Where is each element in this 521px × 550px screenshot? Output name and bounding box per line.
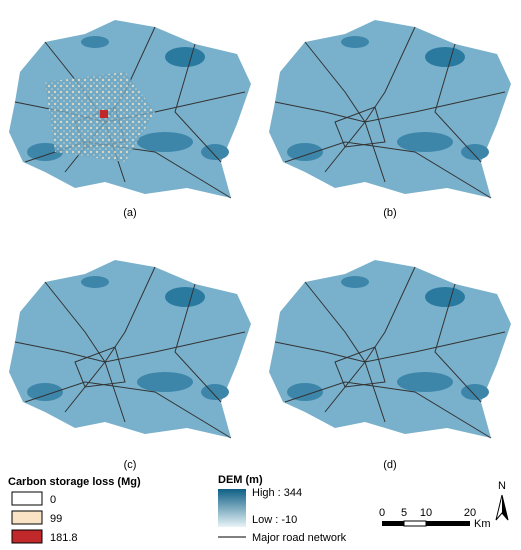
legend-item: High : 344 — [252, 487, 302, 499]
legend-item: Major road network — [252, 532, 347, 544]
scale-label: 5 — [401, 507, 407, 519]
scale-bar — [382, 520, 470, 527]
swatch — [11, 510, 43, 525]
scale-unit: Km — [474, 518, 491, 530]
legend-item: 99 — [50, 513, 62, 525]
scale-label: 0 — [379, 507, 385, 519]
map-d — [268, 259, 512, 439]
map-a — [8, 19, 252, 199]
legend-item: Low : -10 — [252, 514, 297, 526]
swatch — [11, 529, 43, 544]
swatch — [11, 491, 43, 506]
legend-title: DEM (m) — [218, 474, 263, 486]
panel-label: (c) — [124, 459, 137, 471]
map-b — [268, 19, 512, 199]
map-c — [8, 259, 252, 439]
dem-ramp — [218, 489, 246, 527]
scale-label: 10 — [420, 507, 432, 519]
legend-item: 181.8 — [50, 532, 78, 544]
legend-item: 0 — [50, 494, 56, 506]
panel-label: (b) — [383, 207, 396, 219]
north-label: N — [498, 480, 506, 492]
scale-label: 20 — [464, 507, 476, 519]
panel-label: (d) — [383, 459, 396, 471]
panel-label: (a) — [123, 207, 136, 219]
north-arrow — [495, 494, 509, 521]
legend-title: Carbon storage loss (Mg) — [8, 476, 141, 488]
